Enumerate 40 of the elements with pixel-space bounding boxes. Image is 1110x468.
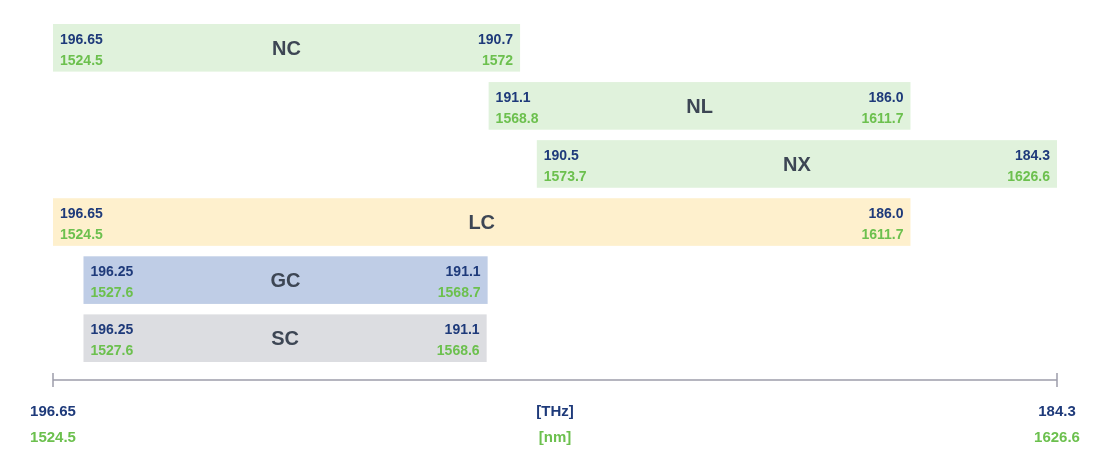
annotation: 1524.5 (60, 226, 104, 243)
annotation: 190.7 (478, 31, 514, 47)
x2-axis-title: [THz] (536, 401, 574, 419)
annotation: 1573.7 (543, 168, 587, 185)
annotation: 1572 (481, 52, 514, 68)
annotation: 196.65 (60, 205, 104, 222)
annotation: 186.0 (868, 89, 904, 106)
annotation: 1626.6 (1007, 168, 1051, 185)
x2-tick-label: 196.65 (30, 401, 76, 419)
annotation: 184.3 (1014, 147, 1051, 164)
x-axis-title: [nm] (538, 427, 572, 445)
bar (83, 256, 488, 304)
annotation: 186.0 (868, 205, 904, 222)
annotation: 191.1 (444, 321, 480, 338)
y-tick-label: LC (468, 211, 496, 234)
annotation: 196.65 (60, 31, 104, 47)
annotation: 1611.7 (861, 110, 904, 127)
annotation: 1527.6 (90, 342, 134, 359)
annotation: 1568.6 (436, 342, 480, 359)
y-tick-label: NL (686, 94, 713, 117)
y-tick-label: SC (271, 327, 299, 350)
annotation: 1568.7 (437, 284, 481, 301)
annotation: 190.5 (543, 147, 580, 164)
y-tick-label: NX (783, 152, 812, 175)
y-tick-label: GC (270, 269, 301, 292)
annotation: 1524.5 (60, 52, 104, 68)
bar (488, 82, 911, 130)
annotation: 1611.7 (861, 226, 904, 243)
annotation: 196.25 (90, 321, 134, 338)
bar (83, 314, 487, 362)
annotation: 196.25 (90, 263, 134, 280)
annotation: 1527.6 (90, 284, 134, 301)
annotation: 1568.8 (495, 110, 539, 127)
annotation: 191.1 (495, 89, 531, 106)
y-tick-label: NC (272, 36, 301, 59)
annotation: 191.1 (445, 263, 481, 280)
bar (53, 198, 911, 246)
bar (536, 140, 1057, 188)
x2-tick-label: 184.3 (1038, 401, 1076, 419)
bar (53, 24, 521, 72)
